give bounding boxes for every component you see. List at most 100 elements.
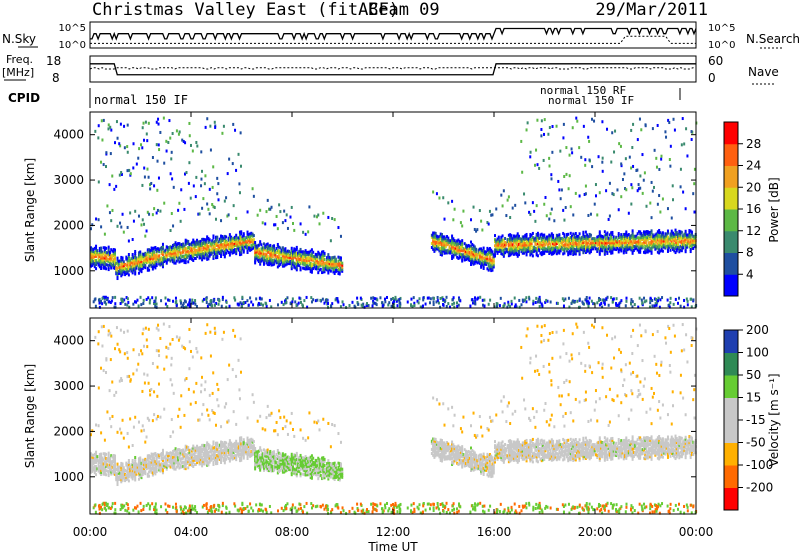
scatter-cell bbox=[658, 167, 661, 171]
scatter-cell bbox=[100, 260, 103, 264]
scatter-cell bbox=[125, 469, 128, 473]
scatter-cell bbox=[636, 248, 639, 252]
scatter-cell bbox=[630, 166, 633, 170]
scatter-cell bbox=[106, 298, 109, 302]
scatter-cell bbox=[192, 240, 195, 244]
scatter-cell bbox=[485, 252, 488, 256]
scatter-cell bbox=[496, 239, 499, 243]
scatter-cell bbox=[593, 245, 596, 249]
scatter-cell bbox=[173, 243, 176, 247]
scatter-cell bbox=[147, 121, 150, 125]
scatter-cell bbox=[677, 245, 680, 249]
scatter-cell bbox=[483, 250, 486, 254]
scatter-cell bbox=[134, 264, 137, 268]
scatter-cell bbox=[645, 248, 648, 252]
scatter-cell bbox=[532, 299, 535, 303]
scatter-cell bbox=[237, 248, 240, 252]
scatter-cell bbox=[216, 256, 219, 260]
scatter-cell bbox=[257, 255, 260, 259]
scatter-cell bbox=[334, 261, 337, 265]
scatter-cell bbox=[528, 239, 531, 243]
scatter-cell bbox=[161, 469, 164, 473]
scatter-cell bbox=[270, 305, 273, 309]
scatter-cell bbox=[170, 451, 173, 455]
scatter-cell bbox=[308, 258, 311, 262]
scatter-cell bbox=[242, 240, 245, 244]
scatter-cell bbox=[184, 252, 187, 256]
scatter-cell bbox=[194, 454, 197, 458]
scatter-cell bbox=[653, 245, 656, 249]
scatter-cell bbox=[322, 254, 325, 258]
scatter-cell bbox=[598, 232, 601, 236]
scatter-cell bbox=[669, 234, 672, 238]
scatter-cell bbox=[232, 242, 235, 246]
scatter-cell bbox=[569, 237, 572, 241]
scatter-cell bbox=[505, 249, 508, 253]
scatter-cell bbox=[117, 471, 120, 475]
scatter-cell bbox=[180, 188, 183, 192]
scatter-cell bbox=[544, 239, 547, 243]
scatter-cell bbox=[563, 235, 566, 239]
scatter-cell bbox=[208, 238, 211, 242]
scatter-cell bbox=[685, 243, 688, 247]
scatter-cell bbox=[135, 256, 138, 260]
scatter-cell bbox=[113, 252, 116, 256]
scatter-cell bbox=[532, 302, 535, 306]
scatter-cell bbox=[166, 304, 169, 308]
scatter-cell bbox=[653, 242, 656, 246]
scatter-cell bbox=[174, 261, 177, 265]
scatter-cell bbox=[294, 300, 297, 304]
scatter-cell bbox=[619, 144, 622, 148]
scatter-cell bbox=[241, 247, 244, 251]
scatter-cell bbox=[309, 253, 312, 257]
scatter-cell bbox=[644, 251, 647, 255]
scatter-cell bbox=[209, 148, 212, 152]
scatter-cell bbox=[531, 254, 534, 258]
scatter-cell bbox=[148, 462, 151, 466]
scatter-cell bbox=[545, 237, 548, 241]
scatter-cell bbox=[424, 302, 427, 306]
scatter-cell bbox=[111, 296, 114, 300]
scatter-cell bbox=[150, 470, 153, 474]
scatter-cell bbox=[207, 447, 210, 451]
scatter-cell bbox=[607, 236, 610, 240]
scatter-cell bbox=[201, 447, 204, 451]
scatter-cell bbox=[683, 142, 686, 146]
scatter-cell bbox=[155, 251, 158, 255]
scatter-cell bbox=[547, 249, 550, 253]
scatter-cell bbox=[102, 462, 105, 466]
scatter-cell bbox=[626, 246, 629, 250]
scatter-cell bbox=[451, 238, 454, 242]
scatter-cell bbox=[516, 244, 519, 248]
scatter-cell bbox=[315, 253, 318, 257]
scatter-cell bbox=[151, 463, 154, 467]
scatter-cell bbox=[568, 251, 571, 255]
scatter-cell bbox=[250, 237, 253, 241]
scatter-cell bbox=[123, 298, 126, 302]
scatter-cell bbox=[624, 187, 627, 191]
scatter-cell bbox=[556, 301, 559, 305]
scatter-cell bbox=[94, 129, 97, 133]
scatter-cell bbox=[165, 465, 168, 469]
scatter-cell bbox=[596, 239, 599, 243]
scatter-cell bbox=[207, 453, 210, 457]
scatter-cell bbox=[221, 245, 224, 249]
scatter-cell bbox=[206, 247, 209, 251]
scatter-cell bbox=[692, 192, 695, 196]
scatter-cell bbox=[237, 152, 240, 156]
scatter-cell bbox=[679, 236, 682, 240]
scatter-cell bbox=[640, 238, 643, 242]
scatter-cell bbox=[656, 123, 659, 127]
scatter-cell bbox=[212, 236, 215, 240]
scatter-cell bbox=[522, 299, 525, 303]
scatter-cell bbox=[531, 248, 534, 252]
scatter-cell bbox=[307, 250, 310, 254]
scatter-cell bbox=[283, 254, 286, 258]
scatter-cell bbox=[536, 254, 539, 258]
scatter-cell bbox=[120, 262, 123, 266]
scatter-cell bbox=[241, 245, 244, 249]
scatter-cell bbox=[156, 188, 159, 192]
scatter-cell bbox=[472, 205, 475, 209]
scatter-cell bbox=[208, 250, 211, 254]
scatter-cell bbox=[110, 248, 113, 252]
